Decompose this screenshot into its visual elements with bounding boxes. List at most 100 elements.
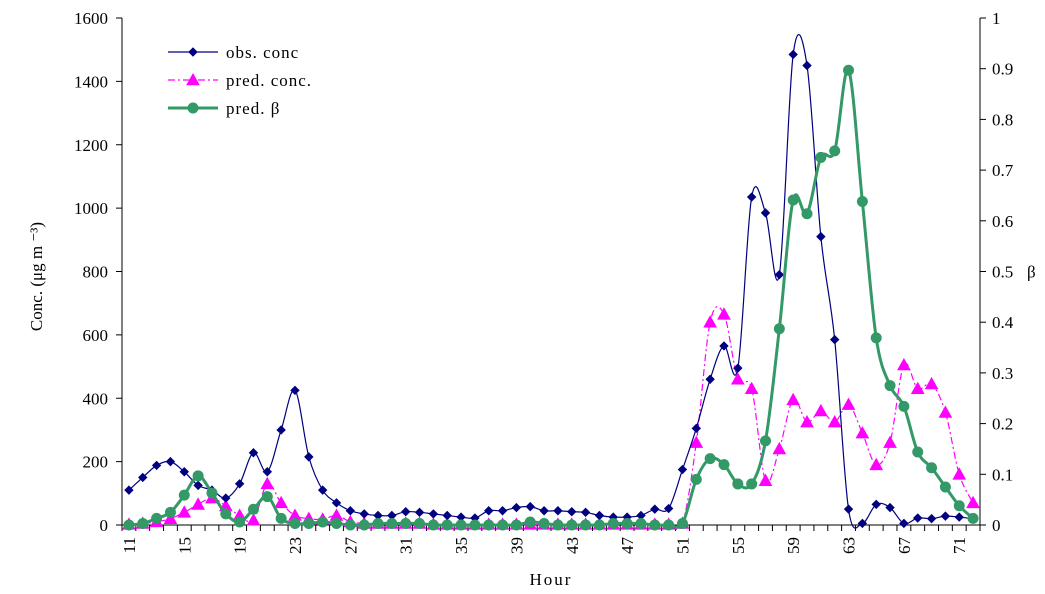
data-point <box>730 372 745 385</box>
data-point <box>829 145 841 157</box>
data-point <box>663 503 674 514</box>
data-point <box>303 517 315 529</box>
data-point <box>193 480 203 491</box>
legend-label: pred. conc. <box>226 71 312 90</box>
data-point <box>525 501 535 512</box>
data-point <box>663 519 675 531</box>
data-point <box>344 519 356 531</box>
data-point <box>262 467 273 477</box>
data-point <box>650 504 660 514</box>
data-point <box>719 341 729 351</box>
data-point <box>733 363 743 373</box>
data-point <box>760 208 771 218</box>
data-point <box>497 506 508 516</box>
x-tick-label: 63 <box>840 537 859 554</box>
data-point <box>774 269 785 280</box>
data-point <box>386 517 398 529</box>
data-point <box>940 511 951 521</box>
legend-swatch-marker <box>186 72 200 86</box>
y2-tick-label: 0.3 <box>992 364 1013 383</box>
data-point <box>359 509 369 519</box>
legend-swatch-marker <box>187 102 199 114</box>
data-point <box>926 462 938 474</box>
legend-label: pred. β <box>226 99 280 118</box>
data-point <box>123 519 135 531</box>
data-point <box>511 502 522 513</box>
data-point <box>691 423 702 434</box>
data-point <box>247 503 259 515</box>
x-tick-label: 31 <box>397 537 416 554</box>
data-point <box>137 517 149 529</box>
data-point <box>483 519 495 531</box>
data-point <box>510 519 522 531</box>
data-point <box>676 517 688 529</box>
data-point <box>814 403 828 417</box>
legend-item: pred. β <box>168 99 280 118</box>
data-point <box>897 357 911 371</box>
data-point <box>705 374 715 384</box>
y2-tick-label: 0.6 <box>992 212 1013 231</box>
series-2 <box>123 64 979 531</box>
data-point <box>939 481 951 493</box>
y-tick-label: 1200 <box>74 136 108 155</box>
data-point <box>732 478 744 490</box>
x-axis-title: Hour <box>530 570 573 589</box>
y2-tick-label: 0.7 <box>992 161 1014 180</box>
y2-tick-label: 0.5 <box>992 263 1013 282</box>
data-point <box>954 512 964 522</box>
data-point <box>689 435 704 448</box>
data-point <box>151 460 162 471</box>
data-point <box>704 453 716 465</box>
data-point <box>843 64 855 76</box>
data-point <box>331 517 342 529</box>
data-point <box>317 485 328 495</box>
data-point <box>857 518 868 529</box>
legend-item: pred. conc. <box>168 71 312 90</box>
data-point <box>163 511 178 524</box>
data-point <box>953 500 965 512</box>
data-point <box>497 519 509 531</box>
y-tick-label: 600 <box>83 326 109 345</box>
x-tick-label: 23 <box>286 537 305 554</box>
data-point <box>165 456 176 467</box>
data-point <box>414 507 425 518</box>
data-point <box>580 507 591 518</box>
data-point <box>234 516 246 528</box>
data-point <box>607 517 619 529</box>
y2-tick-label: 0 <box>992 516 1001 535</box>
data-point <box>539 506 549 516</box>
data-point <box>788 49 798 60</box>
data-point <box>884 380 896 392</box>
data-point <box>580 519 592 531</box>
y2-tick-label: 1 <box>992 9 1001 28</box>
data-point <box>883 435 897 448</box>
x-tick-label: 59 <box>784 537 803 554</box>
x-tick-label: 47 <box>618 537 637 555</box>
data-point <box>829 334 840 345</box>
data-point <box>358 519 370 531</box>
data-point <box>718 459 730 471</box>
data-point <box>938 405 953 418</box>
y-ticks-right: 0 0.1 0.2 0.3 0.4 0.5 0.6 0.7 0.8 0.9 1 <box>980 9 1014 535</box>
data-point <box>926 513 937 524</box>
data-point <box>441 519 453 531</box>
data-point <box>220 508 232 520</box>
data-point <box>331 498 342 508</box>
series-0 <box>124 33 978 529</box>
x-tick-label: 39 <box>507 537 526 554</box>
x-tick-label: 43 <box>563 537 582 554</box>
data-point <box>177 505 192 518</box>
data-point <box>276 425 286 435</box>
data-point <box>856 196 868 208</box>
series-line <box>128 68 975 529</box>
data-point <box>649 519 661 531</box>
data-point <box>400 506 411 517</box>
data-point <box>885 502 895 513</box>
data-point <box>869 457 884 471</box>
data-point <box>815 151 827 163</box>
y-tick-label: 400 <box>83 389 109 408</box>
series-1 <box>122 306 980 531</box>
x-tick-label: 15 <box>175 537 194 554</box>
y-tick-label: 800 <box>83 263 109 282</box>
